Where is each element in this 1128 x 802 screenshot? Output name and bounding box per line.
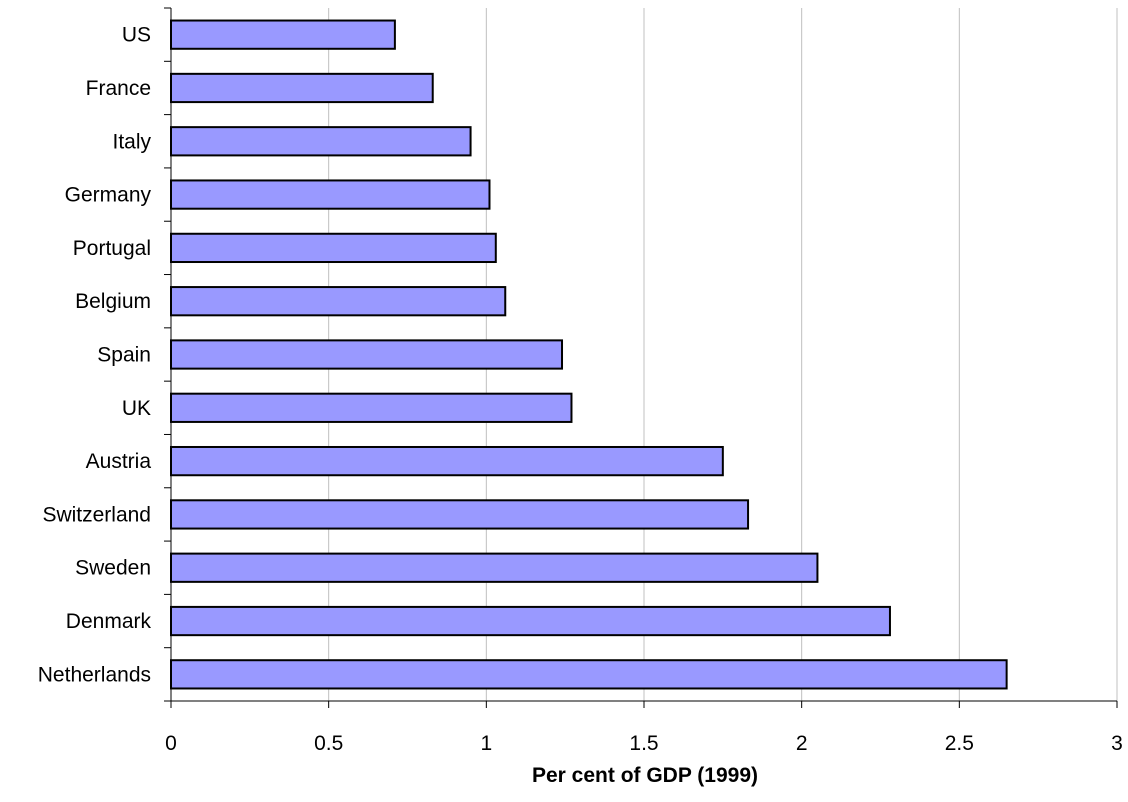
- y-category-label: Sweden: [75, 557, 151, 580]
- bar-netherlands: [170, 659, 1008, 690]
- x-tick-label: 0.5: [314, 732, 343, 755]
- x-tick-label: 1.5: [629, 732, 658, 755]
- bar-spain: [170, 339, 564, 370]
- bar-germany: [170, 179, 491, 210]
- labels: 0 0.5 1 1.5 2 2.5 3 US France Italy Germany Portuga…: [38, 24, 1123, 755]
- y-category-label: Spain: [97, 344, 151, 367]
- bar-italy: [170, 126, 472, 157]
- x-tick-label: 1: [480, 732, 492, 755]
- bar-switzerland: [170, 499, 750, 530]
- axes: [164, 7, 1118, 708]
- y-category-label: US: [122, 24, 151, 47]
- y-category-label: France: [86, 77, 151, 100]
- bar-us: [170, 19, 396, 50]
- y-category-label: Portugal: [73, 237, 151, 260]
- x-tick-label: 2: [796, 732, 808, 755]
- y-category-label: Germany: [65, 184, 152, 207]
- x-tick-label: 3: [1111, 732, 1123, 755]
- gridlines: [328, 8, 1118, 701]
- y-category-label: Switzerland: [42, 503, 151, 526]
- y-category-label: Italy: [112, 130, 151, 153]
- bar-france: [170, 72, 434, 104]
- x-axis-title: Per cent of GDP (1999): [532, 764, 758, 787]
- bar-belgium: [170, 286, 507, 317]
- y-category-label: Denmark: [66, 610, 152, 633]
- bar-uk: [170, 392, 573, 423]
- bar-sweden: [170, 552, 819, 583]
- y-category-label: Austria: [86, 450, 152, 473]
- x-tick-label: 2.5: [945, 732, 974, 755]
- y-category-label: Belgium: [75, 290, 151, 313]
- bars: [170, 19, 1008, 690]
- bar-austria: [170, 445, 724, 477]
- bar-denmark: [170, 605, 891, 637]
- y-category-label: Netherlands: [38, 663, 151, 686]
- y-category-label: UK: [122, 397, 151, 420]
- x-tick-label: 0: [165, 732, 177, 755]
- bar-portugal: [170, 232, 497, 264]
